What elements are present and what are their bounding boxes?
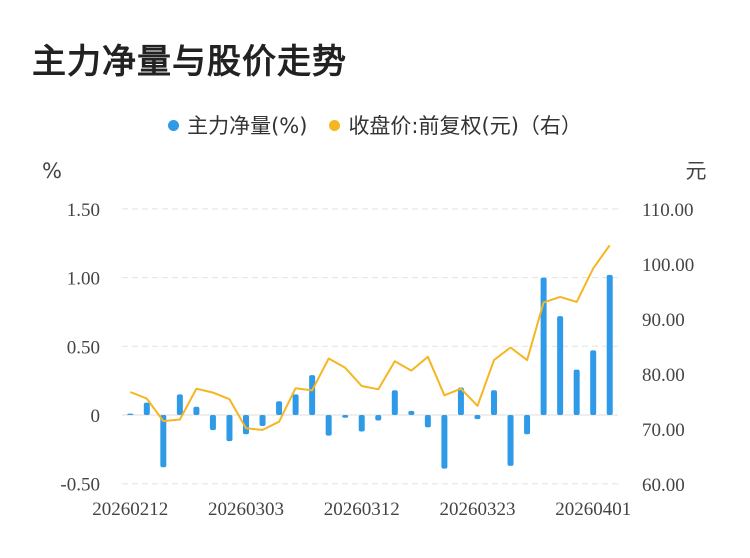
gridlines bbox=[122, 208, 618, 485]
bar[interactable] bbox=[573, 369, 580, 415]
bar[interactable] bbox=[391, 390, 398, 415]
bar[interactable] bbox=[474, 415, 481, 420]
x-tick-label: 20260401 bbox=[555, 499, 631, 520]
bar[interactable] bbox=[176, 394, 183, 415]
left-axis-unit: % bbox=[42, 159, 62, 183]
line-series bbox=[129, 244, 611, 431]
legend-label-main-net-volume: 主力净量(%) bbox=[187, 114, 308, 138]
bar[interactable] bbox=[342, 415, 349, 418]
bar[interactable] bbox=[507, 415, 514, 466]
bar[interactable] bbox=[606, 274, 613, 415]
bar[interactable] bbox=[127, 413, 134, 415]
x-tick-label: 20260303 bbox=[208, 499, 284, 520]
right-tick-label: 70.00 bbox=[642, 420, 685, 441]
right-tick-label: 100.00 bbox=[642, 255, 694, 276]
bar[interactable] bbox=[160, 415, 167, 468]
x-tick-label: 20260323 bbox=[439, 499, 515, 520]
bar[interactable] bbox=[276, 401, 283, 415]
right-tick-label: 90.00 bbox=[642, 310, 685, 331]
left-tick-label: 0 bbox=[91, 406, 101, 427]
right-tick-label: 80.00 bbox=[642, 365, 685, 386]
bar[interactable] bbox=[226, 415, 233, 442]
bar[interactable] bbox=[309, 375, 316, 415]
bar[interactable] bbox=[424, 415, 431, 428]
price-line[interactable] bbox=[129, 244, 611, 431]
x-tick-label: 20260312 bbox=[324, 499, 400, 520]
bar[interactable] bbox=[540, 277, 547, 415]
bar[interactable] bbox=[375, 415, 382, 421]
axes: % 元 -0.50 0 0.50 1.00 1.50 60.00 70.00 80.00 90.… bbox=[42, 159, 706, 520]
right-tick-label: 110.00 bbox=[642, 200, 694, 221]
x-tick-label: 20260212 bbox=[92, 499, 168, 520]
bar[interactable] bbox=[193, 406, 200, 415]
bar[interactable] bbox=[557, 316, 564, 415]
right-axis-unit: 元 bbox=[686, 159, 707, 183]
legend-label-close-price: 收盘价:前复权(元)（右） bbox=[348, 114, 582, 138]
bar[interactable] bbox=[259, 415, 266, 426]
bar[interactable] bbox=[408, 410, 415, 415]
chart-title: 主力净量与股价走势 bbox=[32, 42, 347, 82]
bar[interactable] bbox=[143, 402, 150, 415]
bar[interactable] bbox=[524, 415, 531, 435]
left-tick-label: 1.50 bbox=[67, 200, 100, 221]
legend-marker-bar bbox=[168, 119, 180, 131]
bar[interactable] bbox=[209, 415, 216, 431]
right-tick-label: 60.00 bbox=[642, 475, 685, 496]
bar[interactable] bbox=[491, 390, 497, 415]
left-tick-label: -0.50 bbox=[60, 475, 100, 496]
legend-item-main-net-volume[interactable]: 主力净量(%) bbox=[168, 110, 307, 140]
chart-legend: 主力净量(%) 收盘价:前复权(元)（右） bbox=[0, 110, 750, 140]
bar[interactable] bbox=[292, 394, 299, 415]
bar[interactable] bbox=[358, 415, 365, 432]
bar[interactable] bbox=[590, 350, 597, 415]
bar-series bbox=[127, 274, 613, 469]
bar[interactable] bbox=[325, 415, 332, 436]
bar[interactable] bbox=[441, 415, 448, 469]
legend-item-close-price[interactable]: 收盘价:前复权(元)（右） bbox=[329, 110, 582, 140]
bar[interactable] bbox=[457, 387, 464, 415]
left-tick-label: 1.00 bbox=[67, 269, 100, 290]
legend-marker-line bbox=[329, 119, 341, 131]
left-tick-label: 0.50 bbox=[67, 337, 100, 358]
